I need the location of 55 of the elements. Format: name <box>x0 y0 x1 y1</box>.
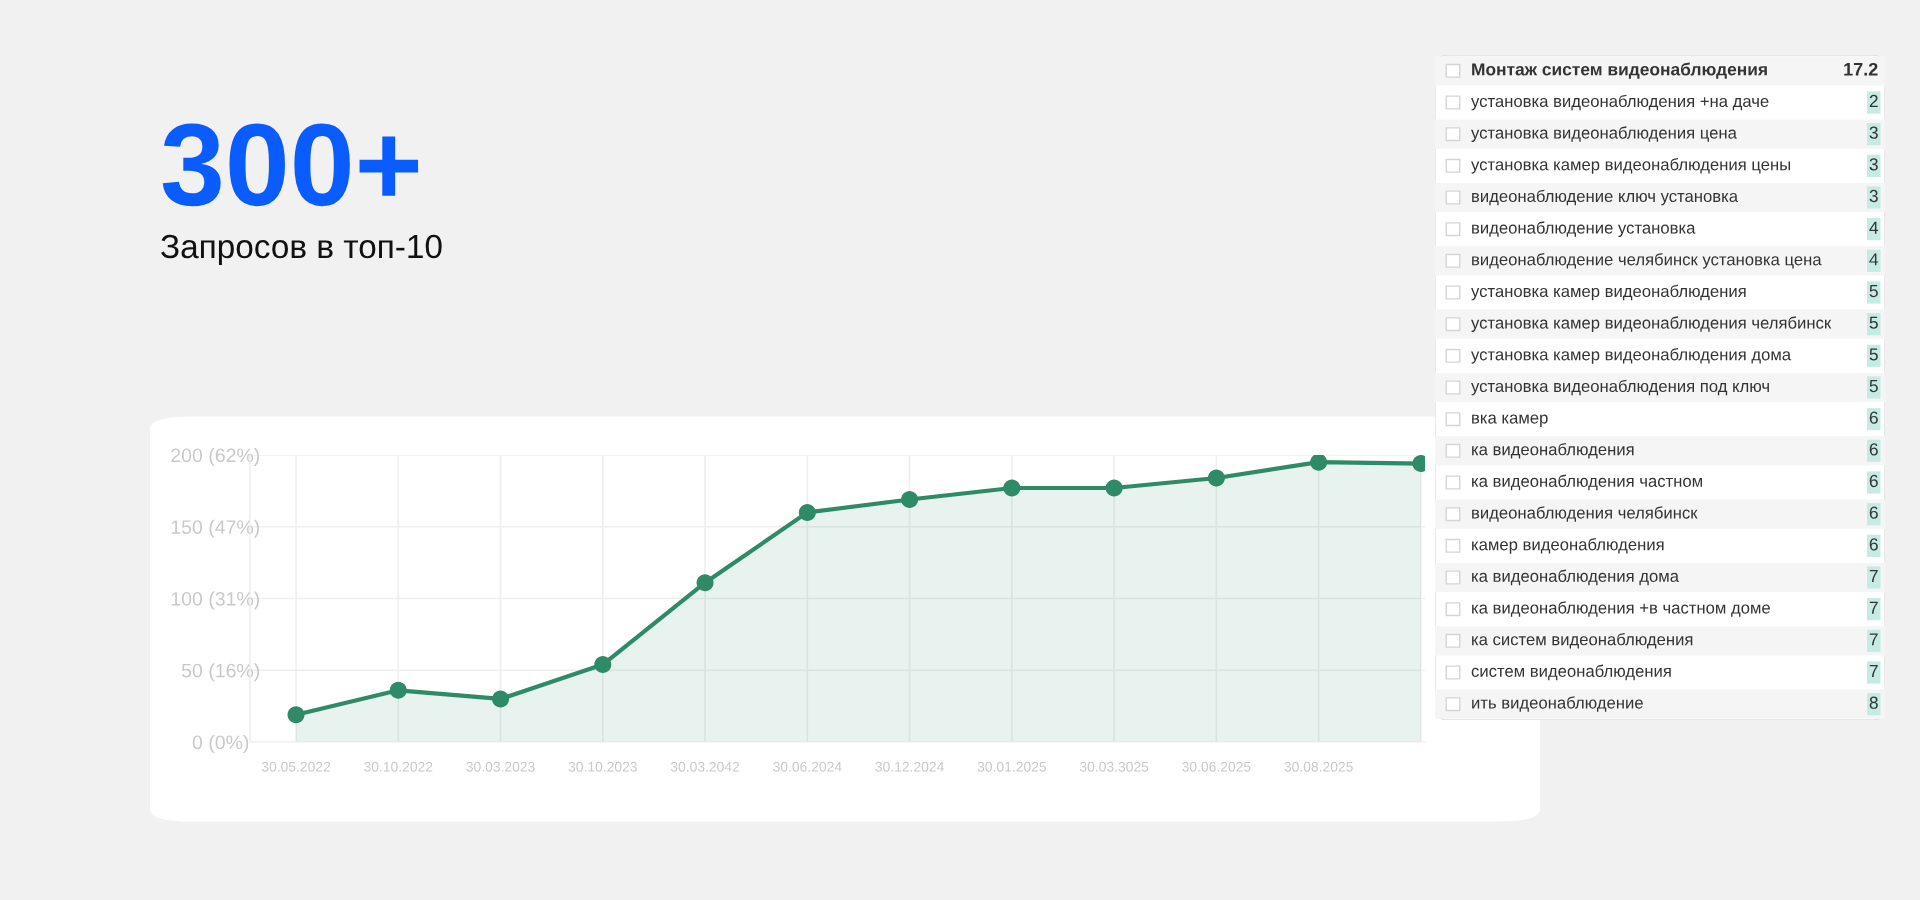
data-label: 6 <box>1869 443 1878 456</box>
category-label: установка камер видеонаблюдения <box>1471 284 1746 301</box>
category-label: установка видеонаблюдения под ключ <box>1471 379 1769 396</box>
data-label: 4 <box>1869 253 1879 266</box>
data-label: 4 <box>1869 221 1879 234</box>
chart-title: 300+ <box>162 123 419 207</box>
category-label: ка видеонаблюдения дома <box>1472 569 1679 586</box>
data-label: 6 <box>1869 538 1878 551</box>
point <box>287 706 305 724</box>
category-label: видеонаблюдения челябинск <box>1472 506 1698 522</box>
data-label: 7 <box>1869 570 1878 582</box>
data-label: 3 <box>1869 158 1878 171</box>
category-label: ка видеонаблюдения частном <box>1472 474 1702 491</box>
data-label: 6 <box>1869 506 1878 519</box>
category-label: видеонаблюдение установка <box>1472 221 1696 238</box>
point <box>1003 479 1021 497</box>
data-label: 6 <box>1869 474 1878 488</box>
point <box>1105 479 1123 497</box>
data-label: 3 <box>1869 126 1878 139</box>
point <box>389 681 407 699</box>
category-label: ить видеонаблюдение <box>1472 696 1643 712</box>
category-label: ка видеонаблюдения +в частном доме <box>1472 601 1770 617</box>
point <box>798 503 816 521</box>
category-label: видеонаблюдение челябинск установка цена <box>1472 252 1822 269</box>
point <box>696 574 714 592</box>
category-label: установка камер видеонаблюдения цены <box>1471 157 1791 174</box>
point <box>901 490 919 508</box>
category-label: ка видеонаблюдения <box>1472 442 1634 459</box>
data-label: 5 <box>1869 348 1878 361</box>
text: Монтаж систем видеонаблюдения <box>1472 62 1767 79</box>
data-label: 2 <box>1869 94 1878 107</box>
point <box>492 690 510 708</box>
category-label: установка камер видеонаблюдения челябинск <box>1471 316 1832 333</box>
category-label: камер видеонаблюдения <box>1472 537 1664 554</box>
point <box>594 656 612 674</box>
chart-subtitle: Запросов в топ-10 <box>161 234 442 265</box>
data-label: 8 <box>1869 696 1878 709</box>
data-label: 7 <box>1869 665 1878 677</box>
category-label: видеонаблюдение ключ установка <box>1472 189 1739 206</box>
data-label: 5 <box>1869 316 1878 329</box>
text: 17.2 <box>1844 62 1878 76</box>
data-label: 7 <box>1869 633 1878 646</box>
category-label: ка систем видеонаблюдения <box>1472 632 1693 649</box>
data-label: 6 <box>1869 411 1878 424</box>
category-label: установка видеонаблюдения +на даче <box>1471 94 1769 111</box>
category-label: вка камер <box>1472 414 1548 427</box>
data-label: 7 <box>1869 601 1878 614</box>
data-label: 5 <box>1869 285 1878 298</box>
category-label: установка видеонаблюдения цена <box>1471 126 1737 143</box>
point <box>1207 469 1225 487</box>
point <box>1310 455 1328 471</box>
data-label: 3 <box>1869 189 1878 203</box>
category-label: установка камер видеонаблюдения дома <box>1471 347 1792 364</box>
data-label: 5 <box>1869 380 1878 393</box>
category-label: систем видеонаблюдения <box>1471 664 1671 681</box>
